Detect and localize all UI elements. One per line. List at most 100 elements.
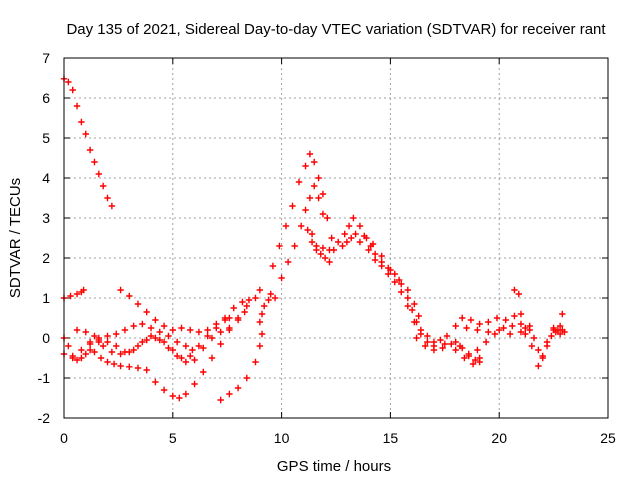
axis-ticks: 0 5 10 15 20 25 -2 -1 0 1 2 3 4 5 6 7 xyxy=(38,50,616,446)
data-point xyxy=(113,342,120,350)
series-arc-1 xyxy=(60,75,116,210)
data-point xyxy=(365,246,372,254)
data-point xyxy=(385,270,392,278)
series-arc-4 xyxy=(60,320,196,362)
data-point xyxy=(319,210,327,218)
data-point xyxy=(282,222,290,230)
data-point xyxy=(178,324,185,332)
data-point xyxy=(535,346,542,354)
y-tick-label: 0 xyxy=(42,330,50,346)
data-point xyxy=(522,330,529,338)
data-point xyxy=(509,322,516,330)
data-point xyxy=(69,354,76,362)
data-point xyxy=(522,324,529,332)
data-point xyxy=(108,348,116,356)
data-point xyxy=(134,300,142,308)
y-tick-label: -2 xyxy=(38,410,51,426)
data-point xyxy=(245,296,253,304)
series-arc-9 xyxy=(217,330,266,404)
data-point xyxy=(134,342,142,350)
data-point xyxy=(319,244,327,252)
data-point xyxy=(200,344,207,352)
data-point xyxy=(91,348,98,356)
series-arc-20 xyxy=(452,322,529,338)
data-point xyxy=(348,234,355,242)
y-tick-label: 2 xyxy=(42,250,50,266)
data-point xyxy=(371,256,379,264)
data-point xyxy=(169,392,176,400)
series-arc-11 xyxy=(271,182,327,302)
data-point xyxy=(126,363,133,370)
data-point xyxy=(195,328,203,336)
data-point xyxy=(99,342,107,350)
data-point xyxy=(343,238,351,246)
data-point xyxy=(500,324,507,332)
data-point xyxy=(506,330,514,338)
data-point xyxy=(387,266,394,274)
data-point xyxy=(463,324,470,332)
data-point xyxy=(147,332,155,340)
data-point xyxy=(117,350,124,358)
data-point xyxy=(260,302,268,310)
data-point xyxy=(239,298,246,306)
data-point xyxy=(271,294,279,302)
data-point xyxy=(256,318,264,326)
data-point xyxy=(143,308,150,316)
data-point xyxy=(465,350,472,358)
data-point xyxy=(252,358,259,366)
data-point xyxy=(165,344,172,352)
data-point xyxy=(297,222,305,230)
data-point xyxy=(65,78,72,86)
data-point xyxy=(73,356,81,364)
data-point xyxy=(391,278,398,286)
data-point xyxy=(256,286,264,294)
data-point xyxy=(456,342,464,350)
data-point xyxy=(189,346,196,354)
data-point xyxy=(176,394,183,402)
data-point xyxy=(452,338,459,346)
data-point xyxy=(204,326,211,334)
data-point xyxy=(86,340,94,348)
data-point xyxy=(160,386,168,394)
data-point xyxy=(78,354,85,362)
data-point xyxy=(173,338,181,346)
data-point xyxy=(243,302,250,310)
data-point xyxy=(267,290,274,298)
data-point xyxy=(511,286,518,294)
data-point xyxy=(73,102,81,110)
data-point xyxy=(371,250,379,258)
data-point xyxy=(304,226,311,234)
data-point xyxy=(152,378,159,386)
y-axis-label: SDTVAR / TECUs xyxy=(7,178,24,298)
data-point xyxy=(130,322,137,330)
data-point xyxy=(217,328,224,336)
data-point xyxy=(378,262,385,270)
data-point xyxy=(352,230,359,238)
data-point xyxy=(187,326,194,334)
data-point xyxy=(369,240,377,248)
data-point xyxy=(204,332,211,340)
data-point xyxy=(97,354,105,362)
data-point xyxy=(391,270,398,278)
data-point xyxy=(302,206,309,214)
data-point xyxy=(411,300,418,308)
data-point xyxy=(469,360,477,368)
data-point xyxy=(291,242,298,250)
data-point xyxy=(95,336,103,344)
data-point xyxy=(91,158,98,166)
data-point xyxy=(408,306,416,314)
data-point xyxy=(234,384,242,392)
data-point xyxy=(152,316,159,324)
data-point xyxy=(361,232,368,240)
data-point xyxy=(319,190,327,198)
data-point xyxy=(258,330,266,338)
data-point xyxy=(308,238,316,246)
data-point xyxy=(104,358,111,366)
data-point xyxy=(104,332,111,340)
data-point xyxy=(82,130,89,138)
data-point xyxy=(315,194,322,202)
series-arc-8 xyxy=(152,286,264,402)
series-arc-21 xyxy=(511,286,522,298)
data-point xyxy=(550,324,557,332)
series-arc-18 xyxy=(413,320,533,358)
